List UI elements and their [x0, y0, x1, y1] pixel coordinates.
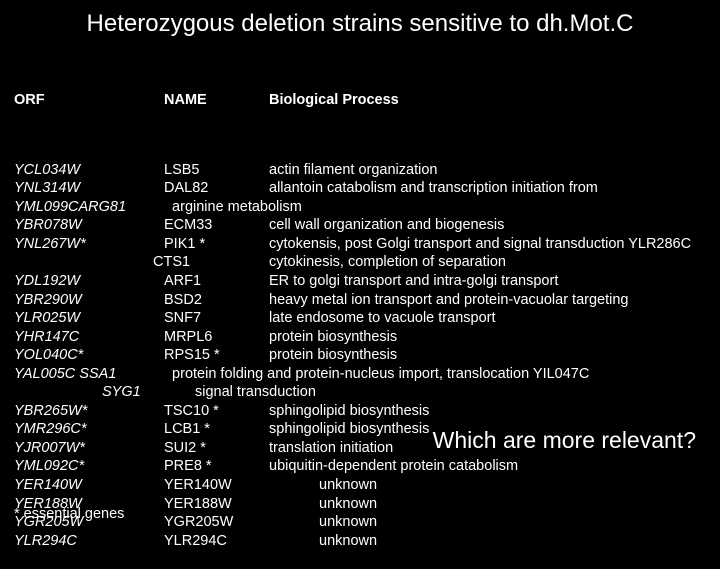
cell-bio: protein biosynthesis	[269, 329, 397, 345]
table-row: YCL034WLSB5actin filament organization	[14, 161, 720, 180]
cell-orf: YAL005C SSA1	[14, 365, 164, 384]
cell-name: YGR205W	[164, 513, 269, 532]
table-row: YML092C*PRE8 *ubiquitin-dependent protei…	[14, 457, 720, 476]
table-row: YBR265W*TSC10 *sphingolipid biosynthesis	[14, 402, 720, 421]
cell-name: LSB5	[164, 161, 269, 180]
cell-name: YER140W	[164, 476, 269, 495]
cell-orf: YER140W	[14, 476, 164, 495]
cell-orf: YBR290W	[14, 291, 164, 310]
table-row: YBR078WECM33cell wall organization and b…	[14, 216, 720, 235]
cell-bio: heavy metal ion transport and protein-va…	[269, 292, 628, 308]
table-row: YER140WYER140Wunknown	[14, 476, 720, 495]
cell-name: BSD2	[164, 291, 269, 310]
table-row: YAL005C SSA1 protein folding and protein…	[14, 365, 720, 384]
cell-orf: YML099CARG81	[14, 198, 164, 217]
cell-bio: actin filament organization	[269, 162, 437, 178]
cell-name: ECM33	[164, 216, 269, 235]
header-orf: ORF	[14, 91, 164, 110]
cell-name: RPS15 *	[164, 346, 269, 365]
header-name: NAME	[164, 91, 269, 110]
cell-name: PRE8 *	[164, 457, 269, 476]
cell-bio: sphingolipid biosynthesis	[269, 421, 429, 437]
cell-orf: YDL192W	[14, 272, 164, 291]
cell-bio: signal transduction	[195, 384, 316, 400]
footnote: * essential genes	[14, 506, 124, 522]
cell-bio: protein folding and protein-nucleus impo…	[164, 366, 589, 382]
table-body: YCL034WLSB5actin filament organizationYN…	[14, 161, 720, 550]
header-bio: Biological Process	[269, 91, 399, 110]
cell-orf: YLR025W	[14, 309, 164, 328]
cell-name: ARF1	[164, 272, 269, 291]
table-row: YHR147CMRPL6protein biosynthesis	[14, 328, 720, 347]
cell-bio: unknown	[269, 533, 377, 549]
table-row: SYG1signal transduction	[14, 383, 720, 402]
cell-bio: sphingolipid biosynthesis	[269, 403, 429, 419]
cell-bio: ER to golgi transport and intra-golgi tr…	[269, 273, 558, 289]
cell-name: LCB1 *	[164, 420, 269, 439]
cell-bio: ubiquitin-dependent protein catabolism	[269, 458, 518, 474]
cell-orf: YBR265W*	[14, 402, 164, 421]
cell-orf: YHR147C	[14, 328, 164, 347]
cell-name: SYG1	[102, 383, 195, 402]
cell-name: YLR294C	[164, 532, 269, 551]
table-header: ORFNAMEBiological Process	[14, 91, 720, 110]
table-row: YBR290WBSD2heavy metal ion transport and…	[14, 291, 720, 310]
cell-name: YER188W	[164, 495, 269, 514]
callout-question: Which are more relevant?	[433, 427, 696, 454]
cell-name: DAL82	[164, 179, 269, 198]
table-row: YDL192WARF1ER to golgi transport and int…	[14, 272, 720, 291]
cell-name: TSC10 *	[164, 402, 269, 421]
table-row: YNL314WDAL82allantoin catabolism and tra…	[14, 179, 720, 198]
table-row: YML099CARG81 arginine metabolism	[14, 198, 720, 217]
cell-bio: translation initiation	[269, 440, 393, 456]
cell-name: CTS1	[153, 253, 269, 272]
data-table: ORFNAMEBiological Process YCL034WLSB5act…	[0, 54, 720, 569]
cell-orf: YOL040C*	[14, 346, 164, 365]
cell-bio: cytokinesis, completion of separation	[269, 254, 506, 270]
table-row: YNL267W*PIK1 *cytokensis, post Golgi tra…	[14, 235, 720, 254]
table-row: YOL040C*RPS15 *protein biosynthesis	[14, 346, 720, 365]
cell-orf: YJR007W*	[14, 439, 164, 458]
cell-bio: cytokensis, post Golgi transport and sig…	[269, 236, 691, 252]
cell-orf: YML092C*	[14, 457, 164, 476]
cell-bio: protein biosynthesis	[269, 347, 397, 363]
cell-bio: unknown	[269, 496, 377, 512]
cell-bio: allantoin catabolism and transcription i…	[269, 180, 598, 196]
cell-orf: YBR078W	[14, 216, 164, 235]
cell-name: SUI2 *	[164, 439, 269, 458]
cell-orf: YLR294C	[14, 532, 164, 551]
table-row: YLR025WSNF7late endosome to vacuole tran…	[14, 309, 720, 328]
cell-orf: YNL314W	[14, 179, 164, 198]
cell-bio: late endosome to vacuole transport	[269, 310, 496, 326]
cell-orf: YCL034W	[14, 161, 164, 180]
cell-name: PIK1 *	[164, 235, 269, 254]
slide-title: Heterozygous deletion strains sensitive …	[0, 0, 720, 54]
cell-bio: arginine metabolism	[164, 199, 302, 215]
table-row: YLR294CYLR294Cunknown	[14, 532, 720, 551]
table-row: CTS1cytokinesis, completion of separatio…	[14, 253, 720, 272]
cell-orf: YNL267W*	[14, 235, 164, 254]
cell-bio: unknown	[269, 514, 377, 530]
cell-bio: cell wall organization and biogenesis	[269, 217, 504, 233]
cell-name: MRPL6	[164, 328, 269, 347]
cell-bio: unknown	[269, 477, 377, 493]
cell-name: SNF7	[164, 309, 269, 328]
cell-orf: YMR296C*	[14, 420, 164, 439]
